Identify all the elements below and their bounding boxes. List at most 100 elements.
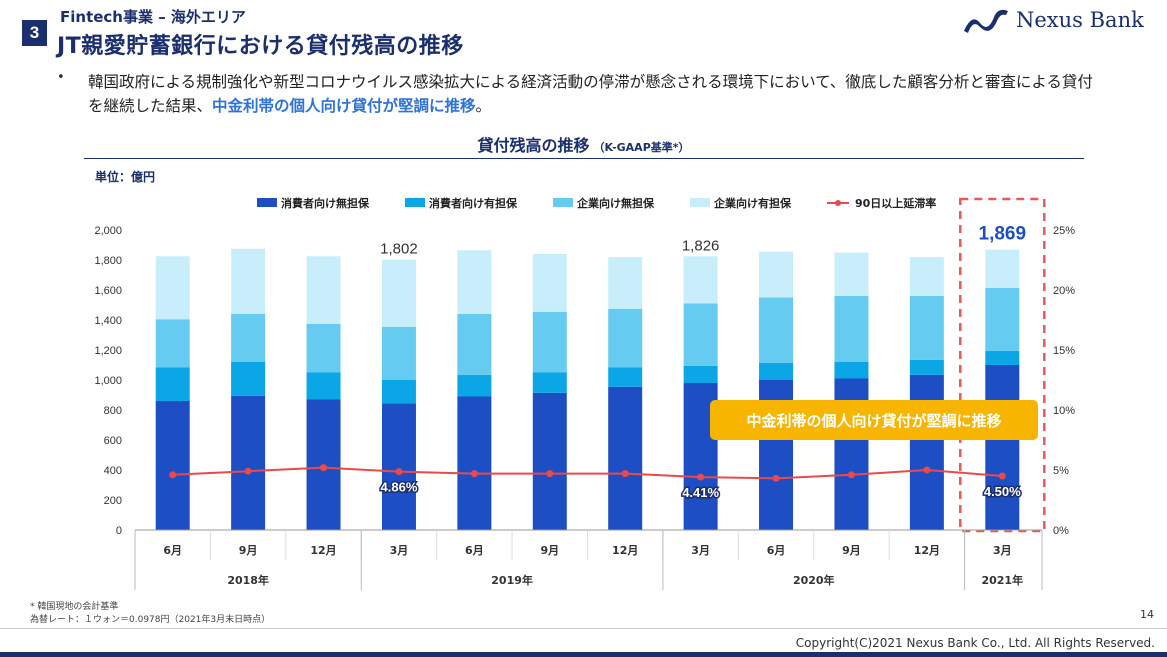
summary-text: 韓国政府による規制強化や新型コロナウイルス感染拡大による経済活動の停滞が懸念され… — [88, 70, 1098, 118]
delinquency-point — [546, 470, 554, 478]
x-tick-label: 6月 — [465, 544, 484, 557]
legend-label: 企業向け有担保 — [713, 196, 792, 210]
footer-divider — [0, 628, 1167, 629]
bar-segment — [834, 252, 869, 296]
bar-segment — [381, 380, 416, 404]
x-tick-label: 9月 — [540, 544, 559, 557]
y-left-tick-label: 1,200 — [94, 345, 122, 357]
total-label: 1,802 — [380, 241, 418, 258]
bar-segment — [608, 308, 643, 368]
category-label: Fintech事業 – 海外エリア — [60, 8, 246, 26]
chart-title-sub: （K-GAAP基準*） — [593, 141, 690, 154]
total-label: 1,869 — [979, 224, 1027, 245]
y-right-tick-label: 25% — [1053, 225, 1075, 237]
delinquency-point — [621, 470, 629, 478]
y-right-tick-label: 20% — [1053, 285, 1075, 297]
bar-segment — [381, 259, 416, 327]
legend-swatch — [690, 198, 710, 207]
y-left-tick-label: 600 — [104, 435, 122, 447]
delinquency-point — [395, 468, 403, 476]
x-tick-label: 9月 — [842, 544, 861, 557]
bar-segment — [909, 359, 944, 375]
y-left-tick-label: 800 — [104, 405, 122, 417]
delinquency-point — [923, 466, 931, 474]
bar-segment — [909, 257, 944, 296]
bar-segment — [306, 323, 341, 373]
bar-segment — [683, 303, 718, 366]
bar-segment — [155, 319, 190, 368]
bar-segment — [306, 372, 341, 400]
chart-title: 貸付残高の推移 （K-GAAP基準*） — [0, 132, 1167, 156]
section-number-badge: 3 — [22, 20, 47, 46]
x-tick-label: 3月 — [691, 544, 710, 557]
x-tick-label: 12月 — [612, 544, 638, 557]
unit-label: 単位：億円 — [95, 170, 156, 184]
page-title: JT親愛貯蓄銀行における貸付残高の推移 — [57, 34, 464, 59]
bar-segment — [381, 326, 416, 380]
x-tick-label: 3月 — [993, 544, 1012, 557]
summary-highlight: 中金利帯の個人向け貸付が堅調に推移 — [212, 97, 476, 115]
bar-segment — [231, 395, 266, 530]
bar-segment — [457, 314, 492, 375]
y-right-tick-label: 0% — [1053, 525, 1069, 537]
bar-segment — [155, 256, 190, 320]
delinquency-point — [998, 472, 1006, 480]
bar-segment — [231, 248, 266, 314]
legend-swatch — [257, 198, 277, 207]
bullet-marker: • — [57, 70, 65, 85]
legend-swatch — [405, 198, 425, 207]
bar-segment — [834, 296, 869, 362]
delinquency-point — [320, 464, 328, 472]
delinquency-point — [697, 473, 705, 481]
y-right-tick-label: 5% — [1053, 465, 1069, 477]
y-left-tick-label: 1,400 — [94, 315, 122, 327]
x-tick-label: 6月 — [767, 544, 786, 557]
brand-name: Nexus Bank — [1016, 8, 1144, 32]
footnote-accounting: * 韓国現地の会計基準 — [30, 602, 119, 612]
bar-segment — [532, 392, 567, 530]
chart-title-rule — [84, 158, 1084, 159]
year-group-label: 2020年 — [793, 573, 835, 587]
footer-bar — [0, 652, 1167, 657]
nexus-wave-logo-icon — [964, 9, 1008, 33]
bar-segment — [683, 256, 718, 304]
x-tick-label: 9月 — [239, 544, 258, 557]
total-label: 1,826 — [682, 237, 720, 254]
bar-segment — [155, 367, 190, 401]
delinquency-label: 4.41% — [682, 485, 719, 500]
bar-segment — [381, 403, 416, 530]
bar-segment — [457, 250, 492, 314]
bar-segment — [985, 249, 1020, 288]
bar-segment — [532, 254, 567, 312]
y-left-tick-label: 1,600 — [94, 285, 122, 297]
bar-segment — [608, 257, 643, 309]
y-right-tick-label: 15% — [1053, 345, 1075, 357]
bar-segment — [306, 256, 341, 324]
delinquency-point — [847, 471, 855, 479]
bar-segment — [759, 362, 794, 380]
footnote: * 韓国現地の会計基準 為替レート：１ウォン＝0.0978円（2021年3月末日… — [30, 601, 270, 627]
bar-segment — [985, 350, 1020, 365]
delinquency-point — [169, 471, 177, 479]
y-left-tick-label: 2,000 — [94, 225, 122, 237]
bar-segment — [985, 365, 1020, 530]
delinquency-point — [244, 467, 252, 475]
brand-logo: Nexus Bank — [962, 4, 1162, 36]
year-group-label: 2019年 — [491, 573, 533, 587]
y-left-tick-label: 1,000 — [94, 375, 122, 387]
callout-text: 中金利帯の個人向け貸付が堅調に推移 — [746, 412, 1001, 430]
legend-label: 消費者向け無担保 — [281, 196, 370, 210]
legend-line-marker — [835, 200, 841, 206]
highlight-box — [959, 197, 1046, 533]
loan-balance-chart: 0 200 400 600 800 1,000 1,200 1,400 1,600 1,800 2,… — [94, 196, 1075, 590]
y-left-tick-label: 200 — [104, 495, 122, 507]
bar-segment — [532, 311, 567, 373]
delinquency-label: 4.86% — [381, 480, 418, 495]
bar-segment — [909, 374, 944, 530]
summary-text-end: 。 — [475, 97, 492, 115]
bar-segment — [231, 362, 266, 396]
legend-label: 企業向け無担保 — [576, 196, 655, 210]
summary-text-main: 韓国政府による規制強化や新型コロナウイルス感染拡大による経済活動の停滞が懸念され… — [88, 73, 1093, 115]
callout-box — [710, 400, 1038, 440]
year-group-label: 2018年 — [227, 573, 269, 587]
